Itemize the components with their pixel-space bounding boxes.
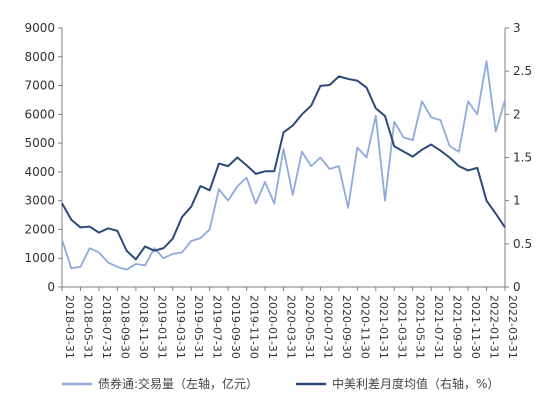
x-tick-label: 2019-11-30	[248, 295, 261, 359]
x-tick-label: 2021-09-30	[451, 295, 464, 359]
x-tick-label: 2018-11-30	[137, 295, 150, 359]
x-tick-label: 2021-07-31	[432, 295, 445, 359]
y-left-tick-label: 3000	[24, 194, 55, 208]
x-tick-label: 2019-07-31	[211, 295, 224, 359]
y-left-tick-label: 2000	[24, 222, 55, 236]
x-tick-label: 2020-11-30	[358, 295, 371, 359]
y-left-tick-label: 9000	[24, 21, 55, 35]
x-tick-label: 2020-07-31	[321, 295, 334, 359]
x-tick-label: 2020-09-30	[340, 295, 353, 359]
y-right-tick-label: 1.5	[513, 151, 532, 165]
legend: 债券通:交易量（左轴，亿元） 中美利差月度均值（右轴，%）	[62, 376, 499, 391]
x-tick-label: 2019-09-30	[229, 295, 242, 359]
y-right-tick-label: 2	[513, 107, 521, 121]
x-tick-label: 2018-03-31	[63, 295, 76, 359]
x-tick-label: 2020-01-31	[266, 295, 279, 359]
y-left-tick-label: 5000	[24, 136, 55, 150]
x-tick-label: 2021-03-31	[395, 295, 408, 359]
series-layer	[61, 60, 506, 271]
x-tick-label: 2021-05-31	[414, 295, 427, 359]
y-left-tick-label: 7000	[24, 79, 55, 93]
legend-label-1: 债券通:交易量（左轴，亿元）	[98, 376, 258, 391]
x-tick-label: 2019-01-31	[155, 295, 168, 359]
x-tick-label: 2018-05-31	[81, 295, 94, 359]
y-right-tick-label: 3	[513, 21, 521, 35]
x-tick-label: 2022-01-31	[488, 295, 501, 359]
x-tick-label: 2020-03-31	[285, 295, 298, 359]
legend-label-2: 中美利差月度均值（右轴，%）	[332, 376, 499, 391]
axes-layer: 0 1000 2000 3000 4000 5000 6000 7000 8000 9000 0 0.…	[24, 21, 532, 359]
x-tick-label: 2018-09-30	[118, 295, 131, 359]
series-line-1	[61, 60, 506, 271]
y-left-tick-label: 1000	[24, 251, 55, 265]
x-tick-label: 2021-01-31	[377, 295, 390, 359]
y-left-tick-label: 4000	[24, 165, 55, 179]
y-right-tick-label: 1	[513, 194, 521, 208]
y-left-tick-label: 8000	[24, 50, 55, 64]
x-tick-label: 2021-11-30	[469, 295, 482, 359]
x-tick-label: 2020-05-31	[303, 295, 316, 359]
x-tick-label: 2019-03-31	[174, 295, 187, 359]
y-left-tick-label: 0	[47, 280, 55, 294]
y-left-tick-label: 6000	[24, 107, 55, 121]
x-tick-label: 2018-07-31	[100, 295, 113, 359]
x-tick-label: 2019-05-31	[192, 295, 205, 359]
x-tick-label: 2022-03-31	[506, 295, 519, 359]
y-right-tick-label: 0	[513, 280, 521, 294]
y-right-tick-label: 2.5	[513, 64, 532, 78]
y-right-tick-label: 0.5	[513, 237, 532, 251]
series-line-2	[61, 75, 506, 261]
